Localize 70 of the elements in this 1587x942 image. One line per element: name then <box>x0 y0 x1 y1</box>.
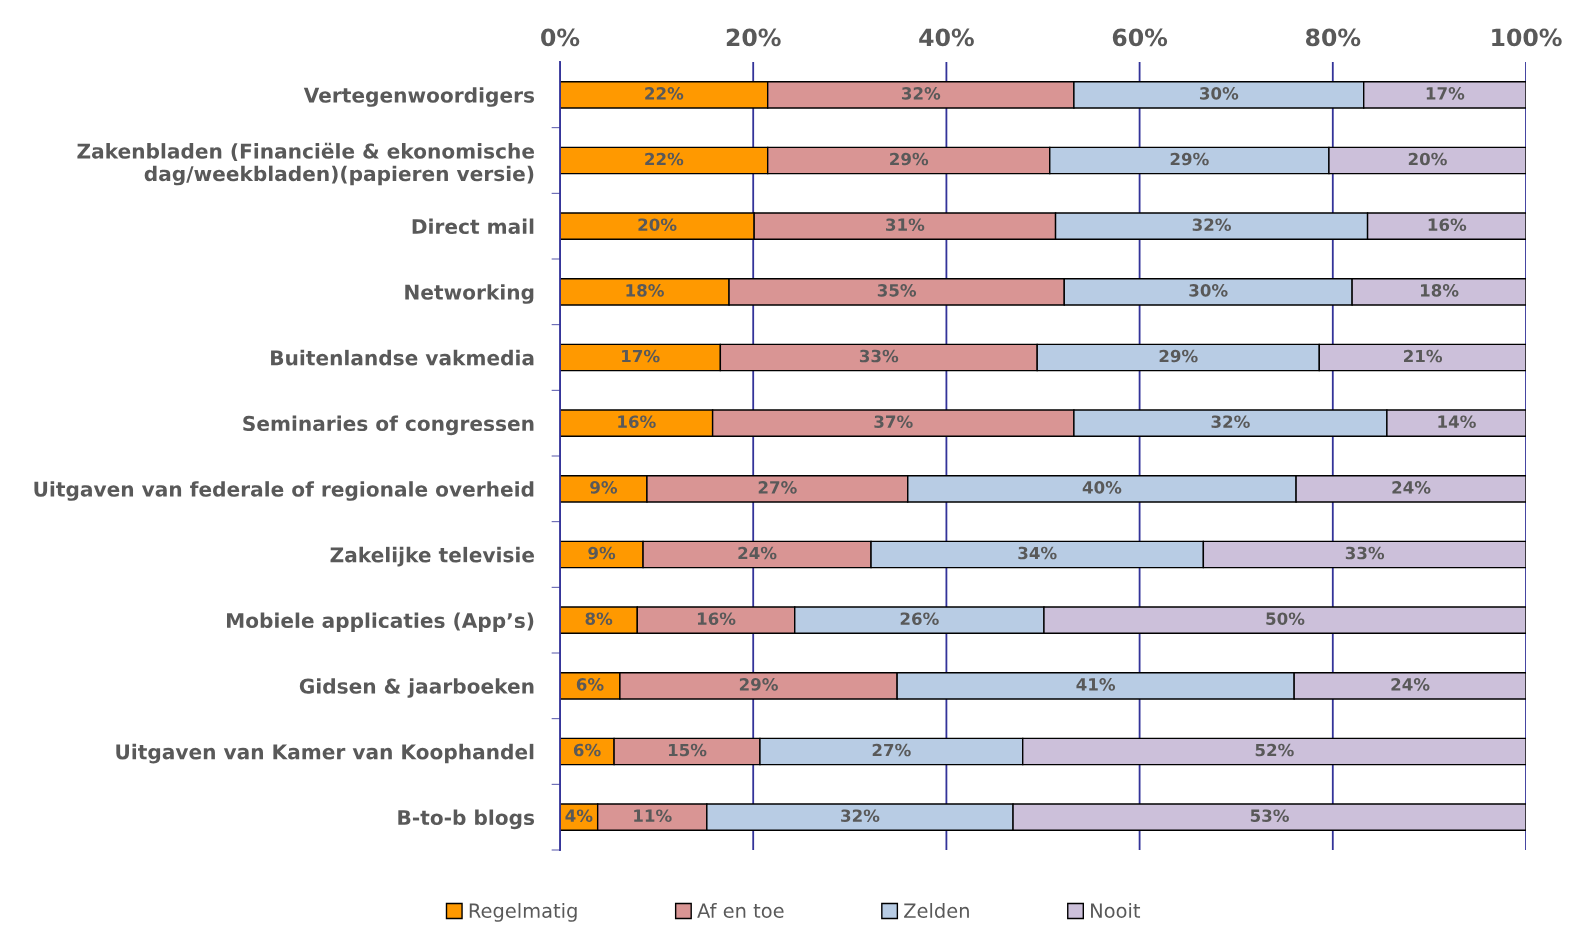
data-label: 32% <box>901 87 941 100</box>
data-label: 6% <box>573 743 601 757</box>
data-label: 29% <box>739 678 778 691</box>
data-label: 29% <box>1170 152 1209 166</box>
data-label: 14% <box>1438 415 1476 428</box>
data-label: 21% <box>1404 349 1443 363</box>
data-label: 15% <box>668 743 707 757</box>
legend-label: Regelmatig <box>469 902 577 922</box>
data-label: 32% <box>1211 415 1250 428</box>
y-tick-label: Direct mail <box>412 218 534 235</box>
data-label: 29% <box>890 152 929 166</box>
data-label: 24% <box>1392 481 1431 494</box>
data-label: 22% <box>645 152 684 166</box>
y-tick-label: B-to-b blogs <box>398 809 535 830</box>
data-label: 11% <box>634 809 672 822</box>
x-tick-label: 40% <box>919 28 974 47</box>
data-label: 27% <box>758 481 797 494</box>
legend-label: Af en toe <box>697 902 784 919</box>
data-label: 9% <box>590 481 618 494</box>
data-label: 52% <box>1255 743 1294 757</box>
data-label: 30% <box>1189 284 1228 297</box>
data-label: 9% <box>588 546 616 560</box>
y-tick-label: Zakenbladen (Financiële & ekonomische dag/weekbladen)(papieren versie) <box>77 142 535 186</box>
data-label: 22% <box>645 87 684 100</box>
legend-label: Nooit <box>1091 902 1141 919</box>
data-label: 4% <box>565 809 593 822</box>
x-tick-label: 0% <box>541 28 580 47</box>
y-tick-label: Networking <box>405 284 534 304</box>
data-label: 16% <box>697 612 736 625</box>
data-label: 53% <box>1250 809 1289 822</box>
data-label: 16% <box>618 415 656 428</box>
data-label: 24% <box>738 546 777 560</box>
y-tick-label: Zakelijke televisie <box>330 546 535 567</box>
data-label: 17% <box>1426 87 1465 100</box>
x-tick-label: 20% <box>726 28 781 47</box>
x-tick-label: 60% <box>1112 28 1168 47</box>
data-label: 50% <box>1266 612 1305 625</box>
y-tick-label: Gidsen & jaarboeken <box>299 678 534 698</box>
data-label: 37% <box>874 415 913 428</box>
data-label: 32% <box>1192 218 1231 231</box>
data-label: 31% <box>886 218 925 231</box>
data-label: 24% <box>1391 678 1430 691</box>
data-label: 33% <box>859 349 899 363</box>
data-label: 6% <box>576 678 604 691</box>
data-label: 20% <box>638 218 677 231</box>
data-label: 20% <box>1408 152 1447 166</box>
y-tick-label: Uitgaven van federale of regionale overheid <box>34 481 534 501</box>
data-label: 33% <box>1345 546 1385 560</box>
data-label: 40% <box>1082 481 1122 494</box>
data-label: 30% <box>1199 87 1239 100</box>
data-label: 16% <box>1428 218 1467 231</box>
data-label: 32% <box>841 809 880 822</box>
data-label: 34% <box>1018 546 1057 560</box>
y-tick-label: Uitgaven van Kamer van Koophandel <box>116 743 534 764</box>
data-label: 26% <box>900 612 939 625</box>
x-tick-label: 100% <box>1492 28 1562 47</box>
data-label: 35% <box>877 284 917 297</box>
data-label: 27% <box>872 743 911 757</box>
data-label: 41% <box>1076 678 1116 691</box>
legend-label: Zelden <box>904 902 969 919</box>
y-tick-label: Vertegenwoordigers <box>303 87 535 107</box>
data-label: 17% <box>622 349 660 363</box>
y-tick-label: Buitenlandse vakmedia <box>271 349 534 366</box>
y-tick-label: Mobiele applicaties (App’s) <box>227 612 534 633</box>
data-label: 18% <box>626 284 664 297</box>
x-tick-label: 80% <box>1305 28 1361 47</box>
data-label: 18% <box>1420 284 1459 297</box>
data-label: 8% <box>585 612 613 625</box>
y-tick-label: Seminaries of congressen <box>243 415 534 436</box>
data-label: 29% <box>1159 349 1198 363</box>
